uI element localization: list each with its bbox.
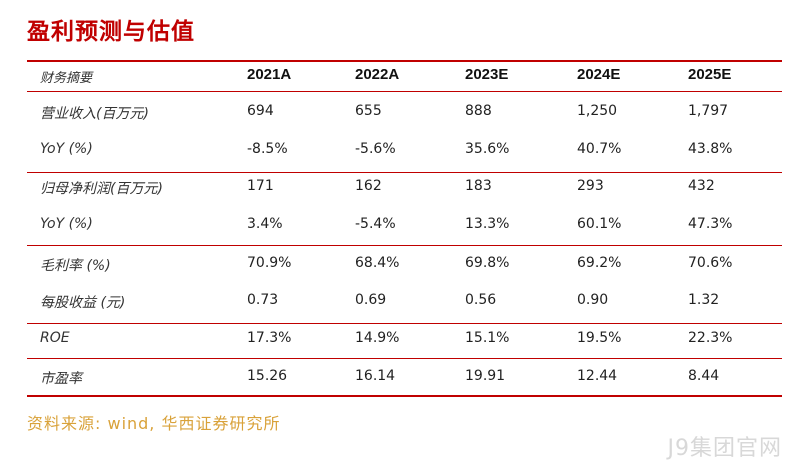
table-cell: 1,250 — [577, 103, 618, 119]
table-cell: 40.7% — [577, 141, 622, 157]
watermark: J9集团官网 — [667, 436, 782, 461]
row-label: 归母净利润(百万元) — [40, 181, 163, 197]
header-divider — [27, 91, 782, 92]
table-cell: 432 — [688, 178, 715, 194]
table-cell: 162 — [355, 178, 382, 194]
table-cell: 70.9% — [247, 255, 292, 271]
row-divider — [27, 172, 782, 173]
year-header: 2022A — [355, 66, 400, 83]
table-cell: 14.9% — [355, 330, 400, 346]
row-label: 市盈率 — [40, 371, 82, 387]
table-cell: 16.14 — [355, 368, 396, 384]
table-cell: 47.3% — [688, 216, 733, 232]
row-label: YoY (%) — [40, 141, 93, 157]
table-cell: 43.8% — [688, 141, 733, 157]
table-cell: -5.6% — [355, 141, 396, 157]
row-label: 营业收入(百万元) — [40, 106, 149, 122]
table-cell: 183 — [465, 178, 492, 194]
table-cell: 70.6% — [688, 255, 733, 271]
header-label: 财务摘要 — [40, 71, 93, 86]
year-header: 2021A — [247, 66, 292, 83]
table-cell: 12.44 — [577, 368, 618, 384]
table-cell: 0.73 — [247, 292, 279, 308]
table-bottom-border — [27, 395, 782, 397]
table-cell: 15.26 — [247, 368, 288, 384]
year-header: 2024E — [577, 66, 621, 83]
table-cell: 171 — [247, 178, 274, 194]
year-header: 2025E — [688, 66, 732, 83]
row-label: YoY (%) — [40, 216, 93, 232]
row-divider — [27, 358, 782, 359]
table-cell: 68.4% — [355, 255, 400, 271]
table-cell: 8.44 — [688, 368, 720, 384]
row-label: 毛利率 (%) — [40, 258, 111, 274]
table-cell: 69.2% — [577, 255, 622, 271]
table-cell: 15.1% — [465, 330, 510, 346]
page-title: 盈利预测与估值 — [27, 19, 195, 45]
table-cell: 69.8% — [465, 255, 510, 271]
table-cell: 1,797 — [688, 103, 729, 119]
table-cell: 13.3% — [465, 216, 510, 232]
row-divider — [27, 323, 782, 324]
table-top-border — [27, 60, 782, 62]
table-cell: 17.3% — [247, 330, 292, 346]
year-header: 2023E — [465, 66, 509, 83]
table-cell: 293 — [577, 178, 604, 194]
table-cell: 35.6% — [465, 141, 510, 157]
table-cell: 694 — [247, 103, 274, 119]
row-label: ROE — [40, 330, 70, 346]
row-divider — [27, 245, 782, 246]
table-cell: 0.90 — [577, 292, 609, 308]
table-cell: 22.3% — [688, 330, 733, 346]
table-cell: 60.1% — [577, 216, 622, 232]
row-label: 每股收益 (元) — [40, 295, 126, 311]
source-note: 资料来源: wind, 华西证券研究所 — [27, 414, 281, 433]
table-cell: -8.5% — [247, 141, 288, 157]
table-cell: 19.5% — [577, 330, 622, 346]
table-cell: 888 — [465, 103, 492, 119]
table-cell: 19.91 — [465, 368, 506, 384]
table-cell: 655 — [355, 103, 382, 119]
table-cell: -5.4% — [355, 216, 396, 232]
table-cell: 1.32 — [688, 292, 720, 308]
table-cell: 0.69 — [355, 292, 387, 308]
table-cell: 0.56 — [465, 292, 497, 308]
table-cell: 3.4% — [247, 216, 283, 232]
